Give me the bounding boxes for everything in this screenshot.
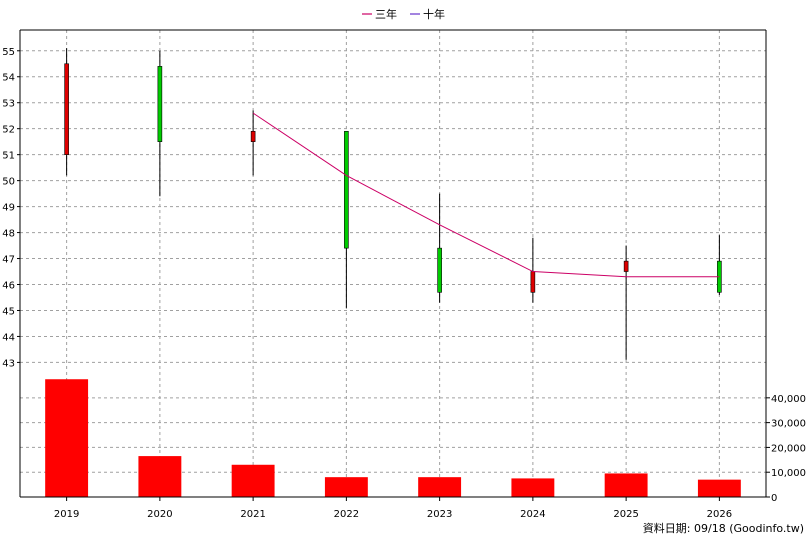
candlesticks xyxy=(64,48,722,360)
legend-label: 三年 xyxy=(375,7,397,21)
price-tick-label: 55 xyxy=(2,47,15,58)
avg-line xyxy=(252,112,720,278)
data-date-label: 資料日期: 09/18 (Goodinfo.tw) xyxy=(643,521,804,535)
volume-tick-label: 0 xyxy=(771,493,777,504)
volume-bar xyxy=(324,477,368,497)
volume-tick-label: 40,000 xyxy=(771,394,806,405)
price-tick-label: 43 xyxy=(2,358,15,369)
price-tick-label: 48 xyxy=(2,229,15,240)
candle-body xyxy=(64,63,69,155)
candle-body xyxy=(250,130,256,142)
price-tick-label: 49 xyxy=(2,203,15,214)
price-y-axis: 43 44 45 46 47 48 49 50 51 52 53 54 55 xyxy=(2,29,766,497)
legend-label: 十年 xyxy=(423,7,445,21)
price-tick-label: 47 xyxy=(2,255,15,266)
candle-body xyxy=(437,247,442,293)
volume-bar xyxy=(604,473,648,497)
x-tick-label: 2022 xyxy=(334,509,359,520)
x-tick-label: 2026 xyxy=(707,509,732,520)
x-axis: 2019 2020 2021 2022 2023 2024 2025 2026 xyxy=(20,496,766,520)
x-tick-label: 2024 xyxy=(520,509,545,520)
x-tick-label: 2025 xyxy=(613,509,638,520)
price-tick-label: 45 xyxy=(2,306,15,317)
x-tick-label: 2023 xyxy=(427,509,452,520)
volume-bar xyxy=(138,456,182,497)
price-tick-label: 54 xyxy=(2,73,15,84)
volume-grid xyxy=(20,378,766,497)
x-tick-label: 2019 xyxy=(54,509,79,520)
price-grid xyxy=(20,30,766,378)
candle-body xyxy=(530,271,536,293)
price-tick-label: 51 xyxy=(2,151,15,162)
volume-tick-label: 30,000 xyxy=(771,419,806,430)
volume-tick-label: 20,000 xyxy=(771,443,806,454)
price-tick-label: 46 xyxy=(2,281,15,292)
price-tick-label: 52 xyxy=(2,125,15,136)
volume-tick-label: 10,000 xyxy=(771,468,806,479)
candle-body xyxy=(344,130,349,249)
price-tick-label: 44 xyxy=(2,332,15,343)
x-tick-label: 2020 xyxy=(147,509,172,520)
moving-average-lines xyxy=(252,112,720,278)
volume-bar xyxy=(418,477,462,497)
volume-bar xyxy=(511,478,555,497)
volume-bars xyxy=(45,379,741,497)
price-tick-label: 53 xyxy=(2,99,15,110)
candle-body xyxy=(157,66,163,142)
legend: 三年 十年 xyxy=(362,7,445,21)
volume-bar xyxy=(45,379,89,497)
price-tick-label: 50 xyxy=(2,177,15,188)
volume-bar xyxy=(231,464,275,497)
volume-y-axis: 0 10,000 20,000 30,000 40,000 xyxy=(765,30,806,504)
volume-bar xyxy=(697,479,741,497)
x-tick-label: 2021 xyxy=(240,509,265,520)
candle-body xyxy=(623,260,629,272)
